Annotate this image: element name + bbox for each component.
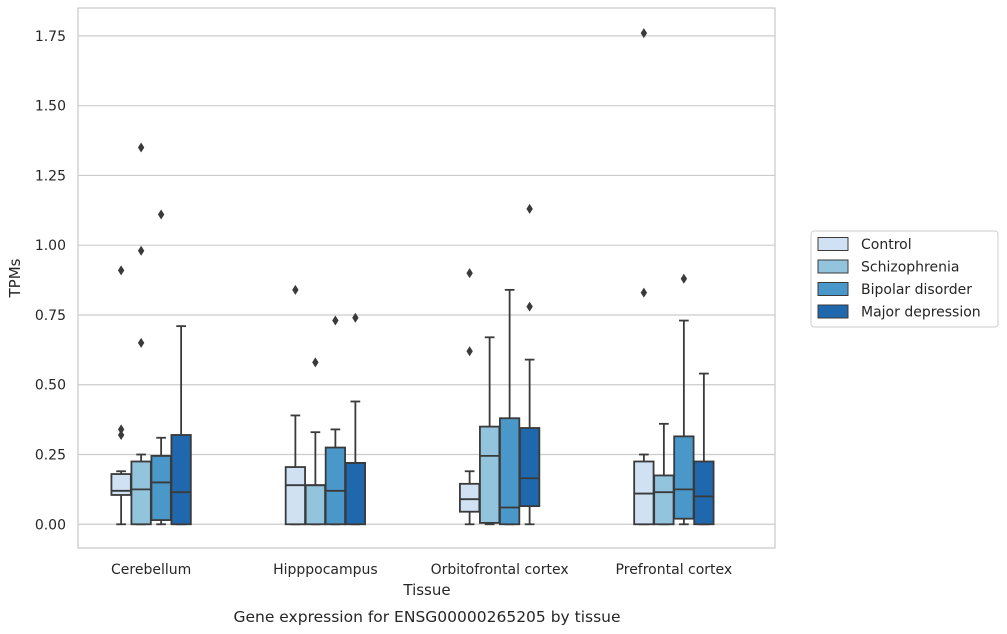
box-plot-group xyxy=(633,28,655,526)
box xyxy=(110,473,132,496)
box-plot-group xyxy=(459,268,481,526)
plot-frame xyxy=(77,7,776,549)
x-tick-label: Hipppocampus xyxy=(273,562,378,578)
y-axis-title: TPMs xyxy=(6,258,24,298)
box-plot-group xyxy=(170,325,192,526)
gridlines xyxy=(78,35,775,525)
y-tick-label: 1.75 xyxy=(35,29,66,45)
box-plot-group xyxy=(110,265,132,526)
legend-frame xyxy=(810,230,999,328)
legend-label: Major depression xyxy=(861,305,981,321)
legend-items: Control Schizophrenia Bipolar disorder Majo… xyxy=(817,237,981,321)
outlier-point xyxy=(137,245,145,256)
outlier-point xyxy=(640,28,648,39)
outlier-point xyxy=(332,315,339,326)
outlier-point xyxy=(117,265,125,276)
box xyxy=(344,461,366,526)
outlier-point xyxy=(526,203,533,214)
box xyxy=(150,455,172,521)
chart-caption: Gene expression for ENSG00000265205 by t… xyxy=(233,608,620,626)
x-tick-label: Prefrontal cortex xyxy=(616,562,733,578)
y-tick-label: 0.00 xyxy=(35,517,66,533)
box xyxy=(693,460,715,526)
box-plot-group xyxy=(653,422,675,526)
box-plot-group xyxy=(479,336,501,526)
legend-swatch xyxy=(817,237,849,251)
box xyxy=(653,474,675,526)
outlier-point xyxy=(137,142,145,153)
x-tick-label: Orbitofrontal cortex xyxy=(431,562,569,578)
outlier-point xyxy=(117,424,125,435)
legend-label: Bipolar disorder xyxy=(861,282,972,298)
y-tick-label: 1.50 xyxy=(35,99,66,115)
box xyxy=(130,460,152,526)
outlier-point xyxy=(352,312,359,323)
y-tick-label: 0.75 xyxy=(35,308,66,324)
box-plot-group xyxy=(673,273,695,526)
box-plot-group xyxy=(284,284,306,526)
y-tick-label: 0.50 xyxy=(35,378,66,394)
outlier-point xyxy=(312,357,319,368)
y-tick-label: 0.25 xyxy=(35,448,66,464)
y-tick-label: 1.25 xyxy=(35,168,66,184)
box-plot-group xyxy=(130,142,152,526)
y-tick-label: 1.00 xyxy=(35,238,66,254)
box-plot-group xyxy=(150,209,172,526)
outlier-point xyxy=(640,287,648,298)
box xyxy=(459,482,481,513)
box xyxy=(170,434,192,526)
legend-swatch xyxy=(817,259,849,274)
box-plot-group xyxy=(693,372,715,526)
outlier-point xyxy=(137,337,145,348)
box-plot-group xyxy=(304,357,326,526)
x-axis-title: Tissue xyxy=(402,581,450,599)
box-plot-group xyxy=(324,315,346,526)
outlier-point xyxy=(680,273,688,284)
box xyxy=(324,446,346,526)
outlier-point xyxy=(466,346,473,357)
box xyxy=(479,425,501,524)
legend-swatch xyxy=(817,304,849,319)
outlier-point xyxy=(157,209,165,220)
box-plot-area xyxy=(110,28,715,526)
box xyxy=(304,484,326,526)
legend-label: Schizophrenia xyxy=(861,260,959,276)
outlier-point xyxy=(292,284,299,295)
outlier-point xyxy=(466,268,473,279)
legend-label: Control xyxy=(861,237,912,253)
legend-swatch xyxy=(817,282,849,296)
box xyxy=(284,466,306,526)
y-axis-ticks: 0.00 0.25 0.50 0.75 1.00 1.25 1.50 1.75 xyxy=(35,29,66,533)
outlier-point xyxy=(117,429,125,440)
legend: Control Schizophrenia Bipolar disorder Majo… xyxy=(810,230,999,328)
box xyxy=(673,435,695,520)
outlier-point xyxy=(526,301,533,312)
x-tick-label: Cerebellum xyxy=(111,562,191,578)
box xyxy=(519,427,541,508)
box-plot-group xyxy=(499,288,521,526)
box-plot-group xyxy=(519,203,541,526)
x-axis-ticks: Cerebellum Hipppocampus Orbitofrontal cort… xyxy=(111,562,732,578)
box-plot-group xyxy=(344,312,366,526)
